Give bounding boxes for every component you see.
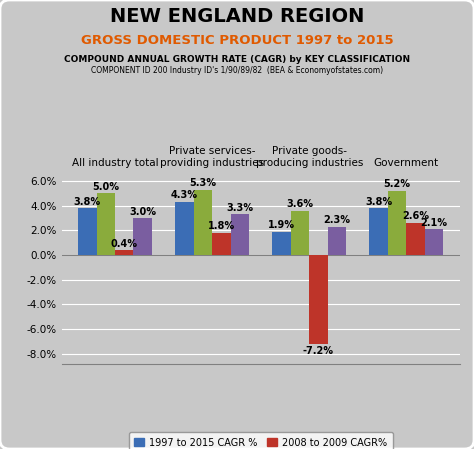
Text: COMPONENT ID 200 Industry ID's 1/90/89/82  (BEA & Economyofstates.com): COMPONENT ID 200 Industry ID's 1/90/89/8…: [91, 66, 383, 75]
Text: 3.8%: 3.8%: [365, 197, 392, 207]
Bar: [309, 255, 328, 344]
Text: 5.2%: 5.2%: [383, 179, 410, 189]
Bar: [425, 229, 443, 255]
Bar: [328, 227, 346, 255]
Bar: [291, 211, 309, 255]
Text: Government: Government: [374, 158, 439, 168]
Text: GROSS DOMESTIC PRODUCT 1997 to 2015: GROSS DOMESTIC PRODUCT 1997 to 2015: [81, 34, 393, 47]
Text: 3.8%: 3.8%: [74, 197, 101, 207]
Text: 4.3%: 4.3%: [171, 190, 198, 200]
Text: NEW ENGLAND REGION: NEW ENGLAND REGION: [110, 7, 364, 26]
Bar: [78, 208, 97, 255]
Text: 1.8%: 1.8%: [208, 221, 235, 231]
Text: 5.0%: 5.0%: [92, 182, 119, 192]
Text: All industry total: All industry total: [72, 158, 158, 168]
Text: 0.4%: 0.4%: [111, 238, 138, 249]
Text: 5.3%: 5.3%: [190, 178, 217, 188]
Bar: [406, 223, 425, 255]
Text: -7.2%: -7.2%: [303, 347, 334, 357]
Legend: 1997 to 2015 CAGR %, 1997 to 2007 CAGR%, 2008 to 2009 CAGR%, 2010 to 2015 CAGR%: 1997 to 2015 CAGR %, 1997 to 2007 CAGR%,…: [128, 432, 393, 449]
Text: 2.3%: 2.3%: [323, 215, 350, 225]
Bar: [115, 250, 134, 255]
Text: 2.1%: 2.1%: [420, 218, 447, 228]
Text: 3.3%: 3.3%: [226, 203, 253, 213]
Bar: [194, 189, 212, 255]
Bar: [134, 218, 152, 255]
Text: Private services-
providing industries: Private services- providing industries: [160, 146, 264, 168]
Text: 3.6%: 3.6%: [286, 199, 313, 209]
Bar: [97, 193, 115, 255]
Bar: [230, 214, 249, 255]
Text: 3.0%: 3.0%: [129, 207, 156, 216]
Text: 1.9%: 1.9%: [268, 220, 295, 230]
Bar: [273, 232, 291, 255]
Text: COMPOUND ANNUAL GROWTH RATE (CAGR) by KEY CLASSIFICATION: COMPOUND ANNUAL GROWTH RATE (CAGR) by KE…: [64, 55, 410, 64]
Bar: [369, 208, 388, 255]
Bar: [212, 233, 230, 255]
Bar: [175, 202, 194, 255]
Bar: [388, 191, 406, 255]
Text: 2.6%: 2.6%: [402, 211, 429, 221]
Text: Private goods-
producing industries: Private goods- producing industries: [255, 146, 363, 168]
